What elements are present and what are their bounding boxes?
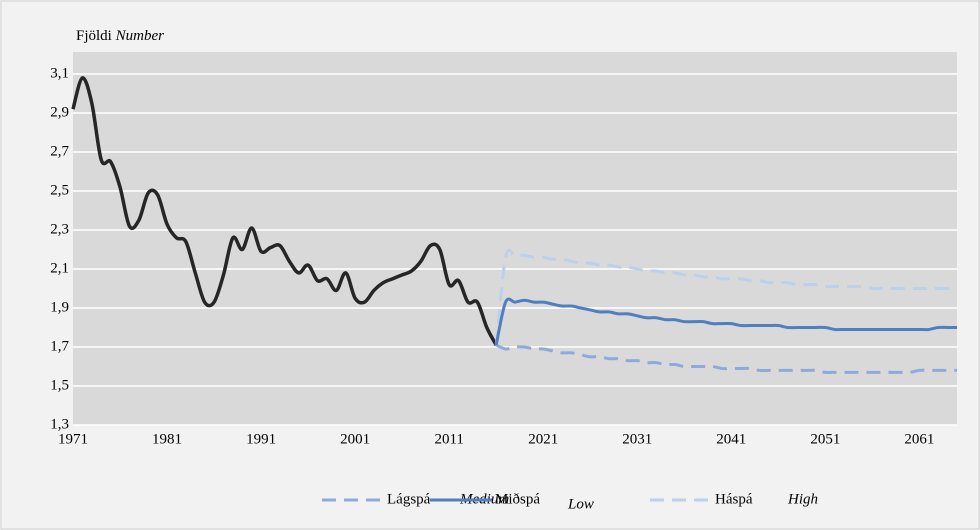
y-tick-label: 1,5	[50, 377, 69, 393]
y-tick-label: 1,7	[50, 338, 69, 354]
x-tick-label: 2041	[716, 431, 746, 447]
y-tick-label: 1,9	[50, 299, 69, 315]
y-tick-label: 1,3	[50, 416, 69, 432]
y-tick-label: 2,1	[50, 260, 69, 276]
x-tick-label: 1991	[246, 431, 276, 447]
x-tick-label: 1981	[152, 431, 182, 447]
legend-label-en: Low	[567, 496, 594, 512]
y-tick-label: 2,9	[50, 104, 69, 120]
legend-label-en: High	[787, 491, 818, 507]
x-tick-label: 2061	[904, 431, 934, 447]
y-axis-label: Fjöldi Number	[76, 28, 164, 44]
y-tick-label: 3,1	[50, 65, 69, 81]
y-tick-label: 2,5	[50, 182, 69, 198]
plot-area	[73, 52, 957, 425]
x-tick-label: 2021	[528, 431, 558, 447]
x-tick-label: 2011	[434, 431, 463, 447]
y-tick-label: 2,7	[50, 143, 69, 159]
y-label: Fjöldi	[76, 28, 112, 44]
legend-label: Lágspá	[387, 491, 431, 507]
legend-label: Miðspá	[495, 491, 540, 507]
series-line	[71, 76, 498, 346]
x-tick-label: 2001	[340, 431, 370, 447]
x-tick-label: 2031	[622, 431, 652, 447]
series-line	[494, 297, 957, 346]
x-tick-label: 1971	[58, 431, 88, 447]
x-tick-label: 2051	[810, 431, 840, 447]
y-label-en: Number	[115, 28, 164, 44]
series-line	[494, 248, 957, 346]
series-line	[495, 343, 957, 374]
legend-label: Háspá	[715, 491, 753, 507]
y-tick-label: 2,3	[50, 221, 69, 237]
